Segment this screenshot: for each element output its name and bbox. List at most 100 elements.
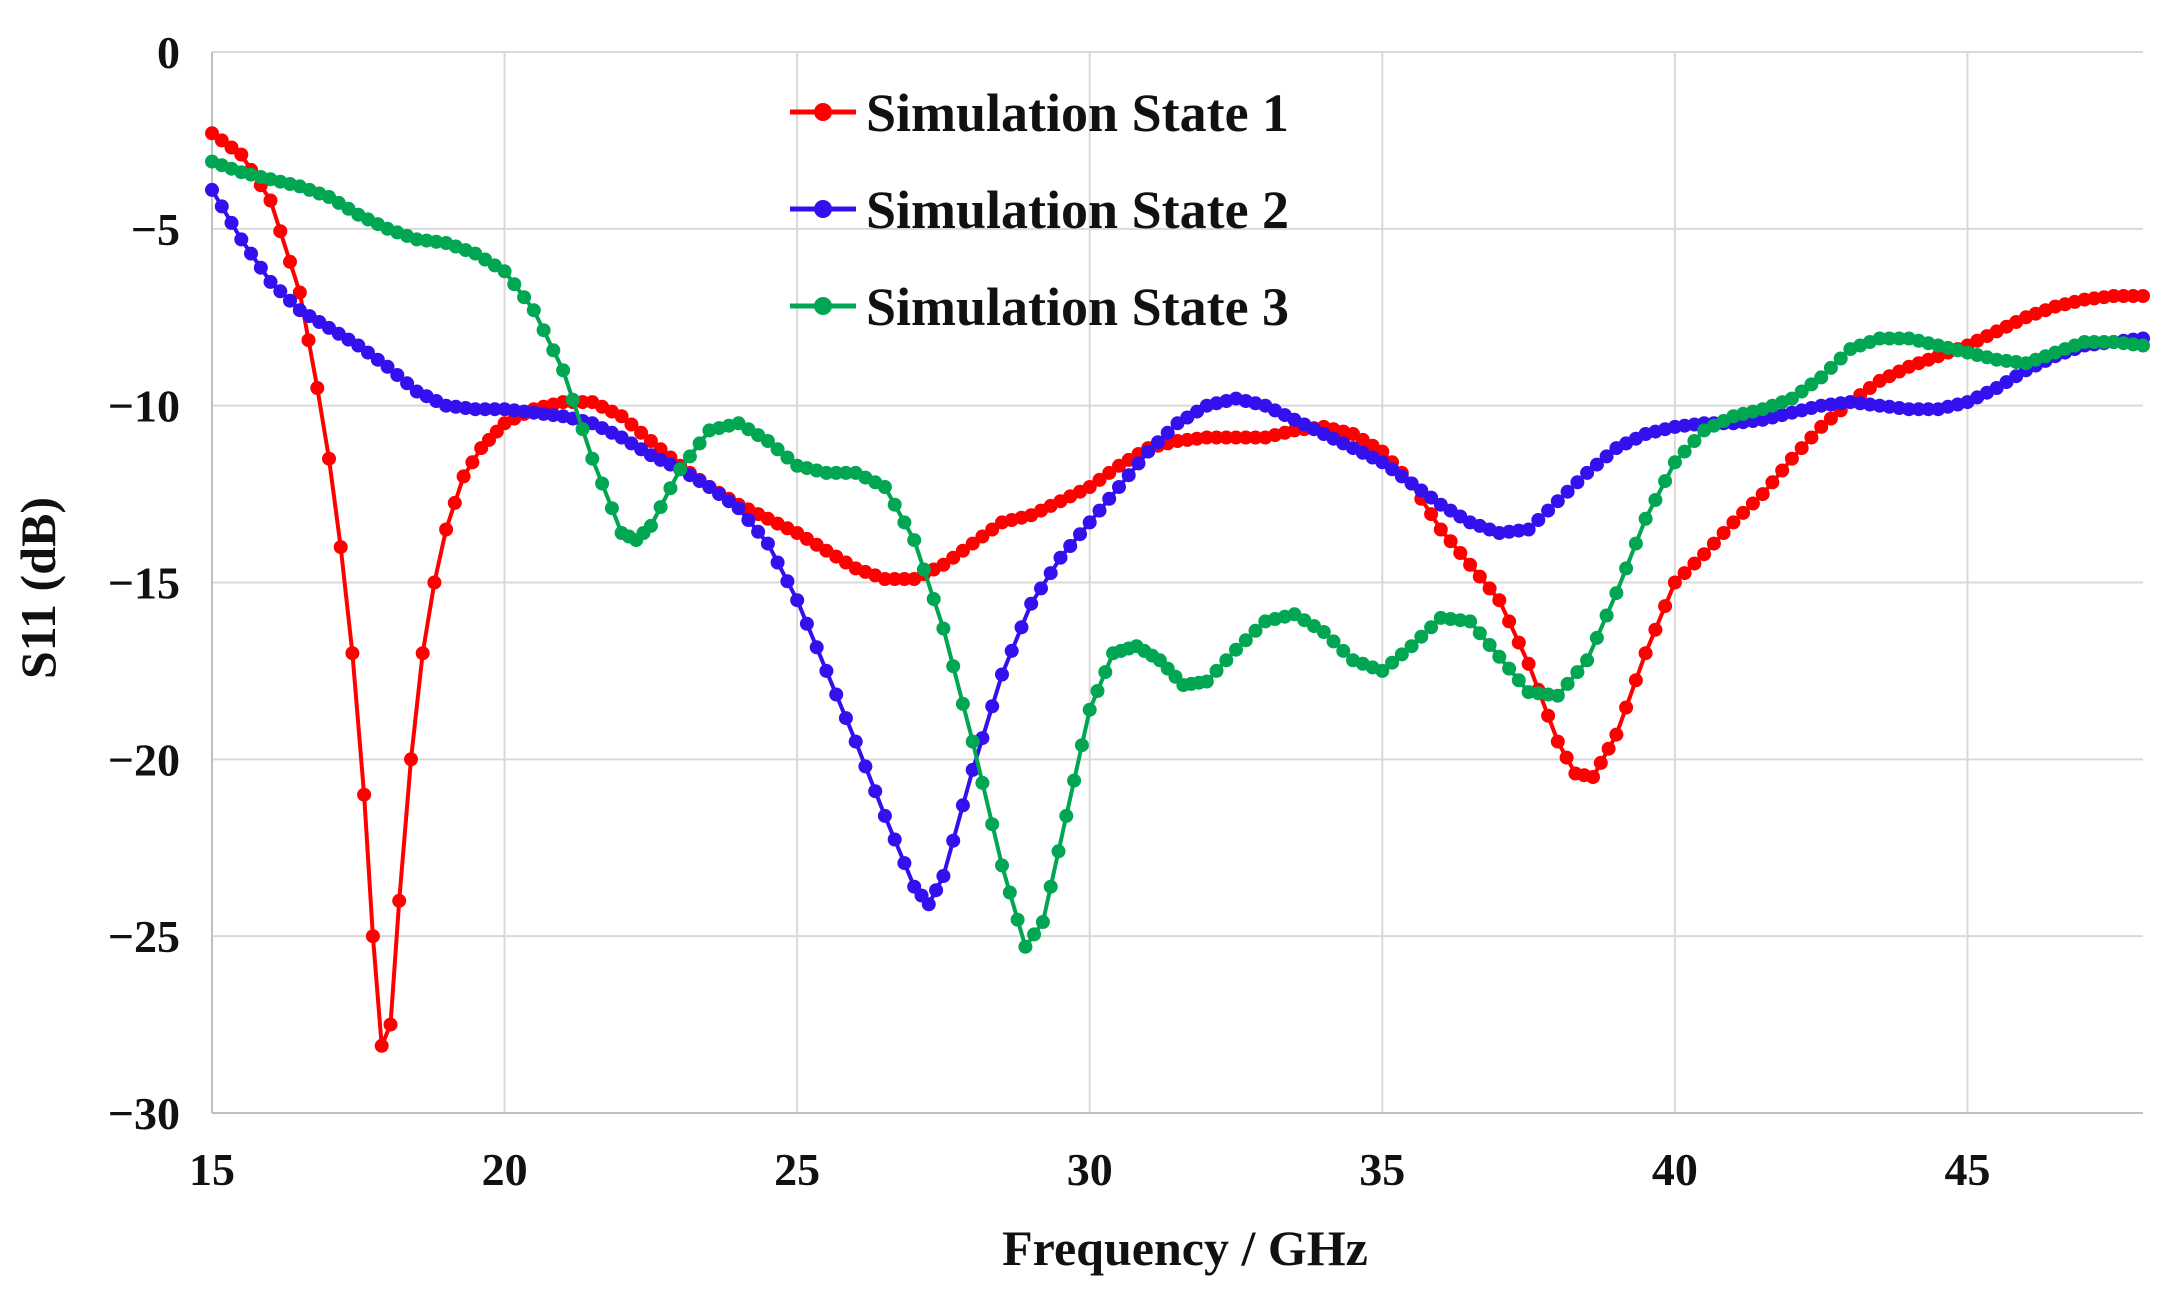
data-point [1053, 550, 1068, 565]
data-point [819, 663, 834, 678]
data-point [2097, 335, 2111, 349]
data-point [604, 501, 619, 516]
data-point [1775, 463, 1790, 478]
data-point [1892, 331, 1907, 346]
data-point [2116, 289, 2131, 303]
data-point [2126, 289, 2141, 303]
data-point [1336, 643, 1351, 658]
data-point [1394, 647, 1409, 662]
legend-entry-2: Simulation State 2 [790, 180, 1289, 240]
data-point [1414, 483, 1429, 498]
data-point [556, 363, 571, 378]
data-point [1067, 773, 1082, 788]
data-point [322, 451, 336, 466]
data-point [1102, 491, 1117, 506]
data-point [1697, 547, 1712, 562]
data-point [526, 303, 541, 318]
data-point [770, 442, 785, 457]
data-point [995, 858, 1009, 873]
data-point [887, 497, 902, 512]
data-point [1726, 515, 1741, 530]
legend-label: Simulation State 1 [866, 83, 1289, 143]
data-point [1609, 727, 1624, 742]
x-tick-label: 30 [1067, 1144, 1113, 1195]
x-tick-label: 35 [1359, 1144, 1405, 1195]
data-point [1667, 455, 1682, 470]
legend-entry-1: Simulation State 1 [790, 83, 1289, 143]
data-point [936, 621, 951, 636]
data-point [1628, 536, 1643, 551]
data-point [415, 646, 430, 661]
data-point [1248, 430, 1263, 445]
data-point [1784, 391, 1799, 406]
data-point [887, 832, 902, 847]
data-point [790, 593, 805, 608]
data-point [1385, 655, 1400, 670]
data-point [1375, 663, 1390, 678]
data-point [585, 451, 600, 466]
data-point [1804, 430, 1819, 445]
data-point [1098, 665, 1113, 680]
data-point [897, 572, 912, 586]
data-point [741, 513, 756, 527]
data-point [1043, 566, 1058, 581]
data-point [1580, 465, 1595, 480]
data-point [345, 646, 360, 661]
data-point [1570, 665, 1585, 680]
data-point [1090, 684, 1105, 698]
data-point [907, 533, 922, 548]
data-point [955, 798, 970, 813]
data-point [1424, 507, 1439, 522]
data-point [1394, 469, 1409, 484]
data-point [673, 462, 688, 477]
data-point [1521, 656, 1536, 671]
x-tick-label: 15 [189, 1144, 235, 1195]
data-point [955, 696, 970, 711]
data-point [1601, 741, 1616, 756]
data-point [624, 417, 639, 432]
data-point [214, 133, 229, 148]
data-point [536, 323, 551, 338]
data-point [780, 450, 795, 465]
legend-label: Simulation State 3 [866, 277, 1289, 337]
data-point [1619, 561, 1634, 576]
data-point [224, 215, 239, 230]
data-point [1511, 635, 1526, 650]
data-point [1002, 885, 1017, 900]
data-point [1063, 539, 1078, 553]
data-point [1794, 384, 1809, 399]
y-tick-label: −25 [108, 911, 180, 962]
x-tick-label: 25 [774, 1144, 820, 1195]
data-point [253, 260, 268, 275]
data-point [400, 376, 415, 391]
data-point [1326, 634, 1341, 649]
data-point [887, 572, 902, 586]
data-point [234, 147, 249, 162]
data-point [1570, 475, 1585, 490]
y-tick-label: −10 [108, 381, 180, 432]
data-point [946, 659, 961, 674]
series-2 [205, 182, 2150, 912]
data-point [1141, 444, 1156, 459]
data-point [663, 481, 678, 496]
data-point [1209, 430, 1224, 445]
data-point [1550, 494, 1565, 509]
data-point [1589, 630, 1604, 645]
data-point [1677, 444, 1692, 459]
data-point [1823, 411, 1838, 426]
data-point [921, 897, 936, 912]
data-point [1316, 625, 1331, 639]
data-point [809, 640, 824, 655]
data-point [799, 616, 814, 631]
data-point [975, 529, 990, 544]
data-point [1736, 505, 1751, 520]
data-point [1872, 331, 1887, 346]
data-point [575, 422, 590, 437]
data-point [1677, 566, 1692, 581]
data-point [1131, 456, 1146, 471]
data-point [877, 572, 892, 586]
data-point [507, 277, 522, 292]
data-point [310, 381, 325, 395]
data-point [995, 667, 1009, 682]
data-point [1593, 755, 1608, 770]
